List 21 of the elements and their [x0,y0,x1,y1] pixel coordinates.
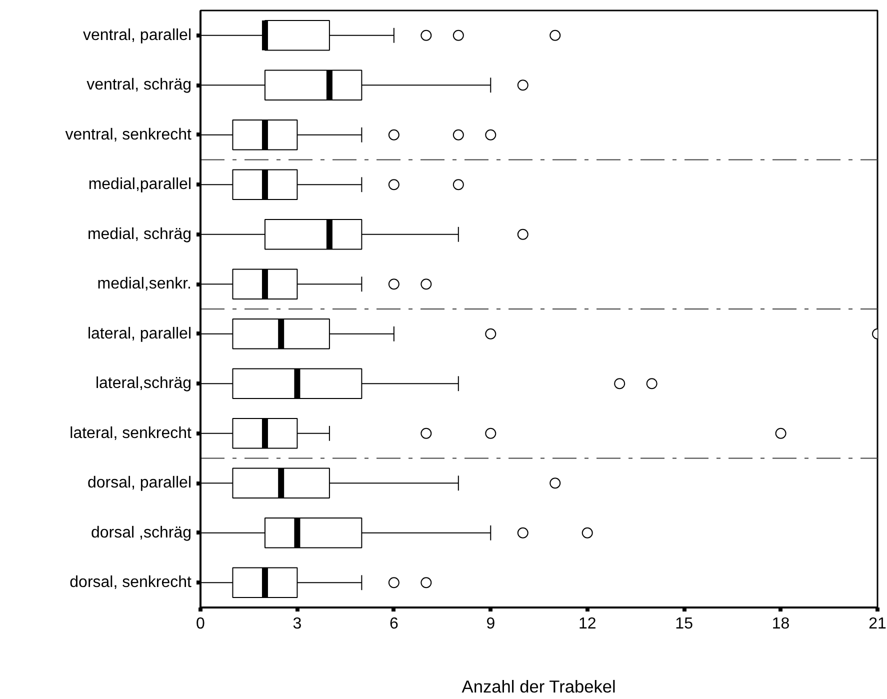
x-axis-title: Anzahl der Trabekel [462,676,616,696]
y-tick-label: dorsal, senkrecht [70,574,192,592]
y-tick-label: ventral, parallel [83,26,192,44]
y-tick-label: lateral, senkrecht [70,424,192,442]
y-tick-label: lateral,schräg [95,375,192,392]
y-tick-label: dorsal ,schräg [91,524,192,542]
y-tick-label: medial,senkr. [97,276,192,293]
x-tick-label: 15 [675,616,694,632]
y-tick-label: medial, schräg [87,226,192,243]
y-tick-label: dorsal, parallel [87,474,192,492]
x-tick-label: 18 [772,616,790,632]
x-tick-label: 12 [578,616,596,632]
x-tick-label: 3 [292,616,302,632]
y-tick-label: lateral, parallel [87,325,192,342]
y-tick-label: ventral, schräg [86,76,192,94]
x-tick-label: 9 [486,616,496,632]
y-tick-label: medial,parallel [88,176,192,194]
x-tick-label: 6 [389,616,398,632]
y-tick-label: ventral, senkrecht [65,126,192,144]
x-tick-label: 0 [196,616,206,632]
x-tick-label: 21 [868,616,886,632]
